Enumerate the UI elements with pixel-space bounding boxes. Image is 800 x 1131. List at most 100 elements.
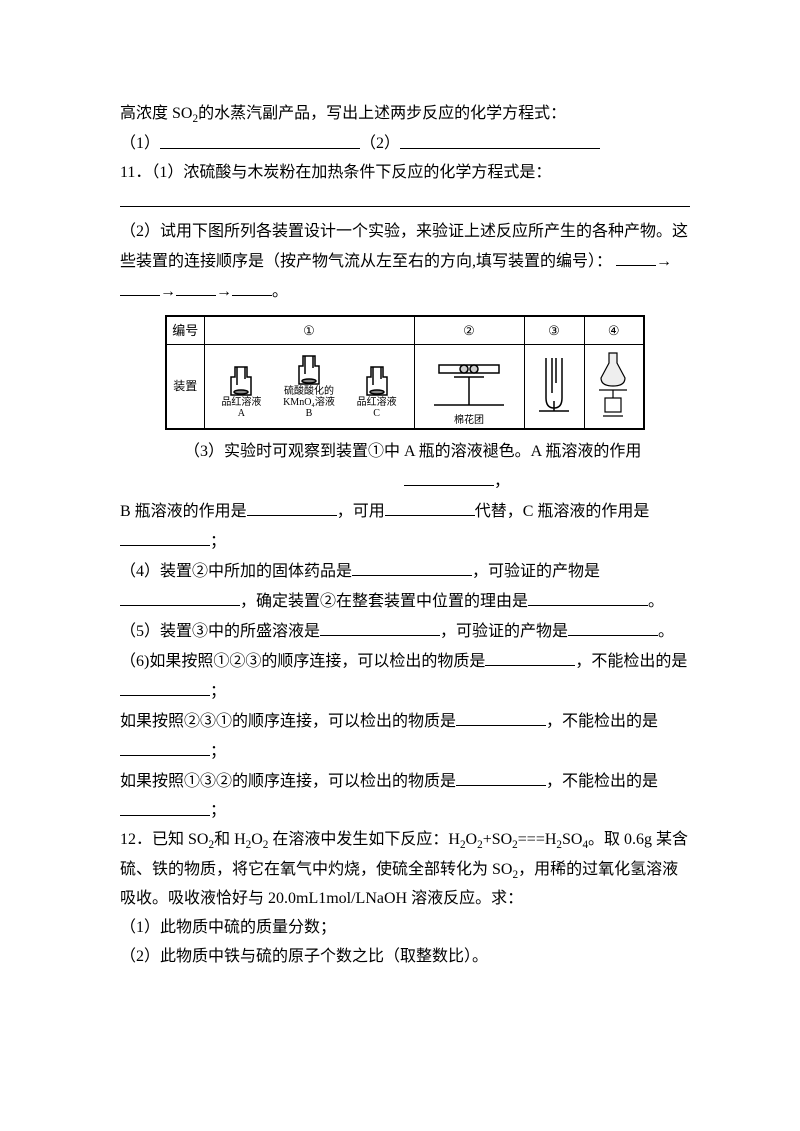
hdr-1: ① xyxy=(204,316,414,345)
blank-6b[interactable] xyxy=(120,677,210,696)
q11-5: （5）装置③中的所盛溶液是，可验证的产物是。 xyxy=(120,617,690,647)
blank-6a[interactable] xyxy=(485,647,575,666)
t7b: ，可验证的产物是 xyxy=(472,563,600,580)
bottle-C: 品红溶液 C xyxy=(357,365,397,419)
blank-full[interactable] xyxy=(120,188,690,207)
q12h: SO xyxy=(562,831,582,848)
lbl-a1: 品红溶液 xyxy=(221,397,261,408)
hdr-2: ② xyxy=(414,316,524,345)
bottle-icon-a xyxy=(229,365,253,397)
t6c: 代替，C 瓶溶液的作用是 xyxy=(475,503,650,520)
flask-burner-icon xyxy=(591,348,636,418)
q11: 11．（1）浓硫酸与木炭粉在加热条件下反应的化学方程式是： xyxy=(120,159,690,188)
t10a: 如果按照②③①的顺序连接，可以检出的物质是 xyxy=(120,713,456,730)
t6b: ，可用 xyxy=(337,503,385,520)
lbl-c2: C xyxy=(373,408,380,419)
t3: （2）试用下图所列各装置设计一个实验，来验证上述反应所产生的各种产物。这些装置的… xyxy=(120,223,688,270)
cell-tube: 棉花团 xyxy=(414,345,524,429)
cell-4-dev xyxy=(584,345,644,429)
pd1: 。 xyxy=(272,283,288,300)
bottle-B: 硫酸酸化的 KMnO₄溶液 B xyxy=(283,354,335,419)
blank-b1[interactable] xyxy=(247,497,337,516)
t7c: ，确定装置②在整套装置中位置的理由是 xyxy=(240,593,528,610)
q11-6a: （6)如果按照①②③的顺序连接，可以检出的物质是 ，不能检出的是 ； xyxy=(120,647,690,707)
t7a: （4）装置②中所加的固体药品是 xyxy=(120,563,352,580)
t11a: 如果按照①③②的顺序连接，可以检出的物质是 xyxy=(120,773,456,790)
q11-6b: 如果按照②③①的顺序连接，可以检出的物质是 ，不能检出的是 ； xyxy=(120,707,690,767)
q12e: O xyxy=(466,831,478,848)
row-label: 装置 xyxy=(166,345,204,429)
t0b: 的水蒸汽副产品，写出上述两步反应的化学方程式： xyxy=(198,105,566,122)
blank-7a[interactable] xyxy=(456,707,546,726)
q11-3c: B 瓶溶液的作用是 ，可用 代替，C 瓶溶液的作用是 ； xyxy=(120,497,690,557)
t7d: 。 xyxy=(648,593,664,610)
lbl-b1: 硫酸酸化的 xyxy=(284,386,334,397)
lbl-a2: A xyxy=(238,408,245,419)
diagram-table: 编号 ① ② ③ ④ 装置 品红溶液 A 硫酸酸化的 KMnO₄溶液 B 品红溶… xyxy=(165,315,645,430)
t6a: B 瓶溶液的作用是 xyxy=(120,503,247,520)
q12f: +SO xyxy=(483,831,512,848)
blank-4c[interactable] xyxy=(528,587,648,606)
t0a: 高浓度 SO xyxy=(120,105,192,122)
q12a: 12．已知 SO xyxy=(120,831,208,848)
ar3: → xyxy=(216,283,232,300)
blank-a[interactable] xyxy=(404,467,494,486)
t8c: 。 xyxy=(658,623,674,640)
blank-s1[interactable] xyxy=(616,247,656,266)
blank-s3[interactable] xyxy=(176,277,216,296)
q11-6c: 如果按照①③②的顺序连接，可以检出的物质是，不能检出的是； xyxy=(120,767,690,827)
blank-line-11-1 xyxy=(120,188,690,218)
blank-4b[interactable] xyxy=(120,587,240,606)
q12-2: （2）此物质中铁与硫的原子个数之比（取整数比）。 xyxy=(120,943,690,972)
hdr-4: ④ xyxy=(584,316,644,345)
tube-icon xyxy=(534,353,574,413)
blank-7b[interactable] xyxy=(120,737,210,756)
t1a: （1） xyxy=(120,136,160,153)
blank-4a[interactable] xyxy=(352,557,472,576)
t10c: ； xyxy=(210,743,226,760)
lbl-b3: B xyxy=(306,408,313,419)
q12-1: （1）此物质中硫的质量分数； xyxy=(120,914,690,943)
document-body: 高浓度 SO2的水蒸汽副产品，写出上述两步反应的化学方程式： （1） （2） 11… xyxy=(120,100,690,972)
tube-stand-icon xyxy=(424,347,514,407)
lbl-cotton: 棉花团 xyxy=(417,415,522,426)
apparatus-diagram: 编号 ① ② ③ ④ 装置 品红溶液 A 硫酸酸化的 KMnO₄溶液 B 品红溶… xyxy=(165,315,645,430)
blank-s2[interactable] xyxy=(120,277,160,296)
q12c: O xyxy=(251,831,263,848)
blank-8a[interactable] xyxy=(456,767,546,786)
t5a: （3）实验时可观察到装置①中 A 瓶的溶液褪色。A 瓶溶液的作用 xyxy=(184,443,641,460)
ar1: → xyxy=(656,253,672,270)
cell-bottles: 品红溶液 A 硫酸酸化的 KMnO₄溶液 B 品红溶液 C xyxy=(204,345,414,429)
line-1: （1） （2） xyxy=(120,129,690,159)
blank-b3[interactable] xyxy=(120,527,210,546)
bottle-icon-b xyxy=(297,354,321,386)
q11-3b: ， xyxy=(120,467,690,497)
t9c: ； xyxy=(210,683,226,700)
device-row: 装置 品红溶液 A 硫酸酸化的 KMnO₄溶液 B 品红溶液 C xyxy=(166,345,644,429)
blank-s4[interactable] xyxy=(232,277,272,296)
lbl-c1: 品红溶液 xyxy=(357,397,397,408)
t9a: （6)如果按照①②③的顺序连接，可以检出的物质是 xyxy=(120,653,485,670)
t6d: ； xyxy=(210,533,226,550)
t10b: ，不能检出的是 xyxy=(546,713,658,730)
cell-3-dev xyxy=(524,345,584,429)
t11b: ，不能检出的是 xyxy=(546,773,658,790)
t9b: ，不能检出的是 xyxy=(575,653,687,670)
ar2: → xyxy=(160,283,176,300)
blank-8b[interactable] xyxy=(120,796,210,815)
bottle-icon-c xyxy=(365,365,389,397)
blank-b2[interactable] xyxy=(385,497,475,516)
hdr-row: 编号 ① ② ③ ④ xyxy=(166,316,644,345)
hdr-3: ③ xyxy=(524,316,584,345)
blank-2[interactable] xyxy=(400,129,600,148)
blank-5a[interactable] xyxy=(320,617,440,636)
q11-2: （2）试用下图所列各装置设计一个实验，来验证上述反应所产生的各种产物。这些装置的… xyxy=(120,218,690,307)
blank-1[interactable] xyxy=(160,129,360,148)
t1b: （2） xyxy=(360,136,400,153)
q12: 12．已知 SO2和 H2O2 在溶液中发生如下反应：H2O2+SO2===H2… xyxy=(120,826,690,913)
q12d: 在溶液中发生如下反应：H xyxy=(268,831,460,848)
q11-3: （3）实验时可观察到装置①中 A 瓶的溶液褪色。A 瓶溶液的作用 xyxy=(120,438,690,467)
blank-5b[interactable] xyxy=(568,617,658,636)
q12g: ===H xyxy=(518,831,557,848)
line-0: 高浓度 SO2的水蒸汽副产品，写出上述两步反应的化学方程式： xyxy=(120,100,690,129)
